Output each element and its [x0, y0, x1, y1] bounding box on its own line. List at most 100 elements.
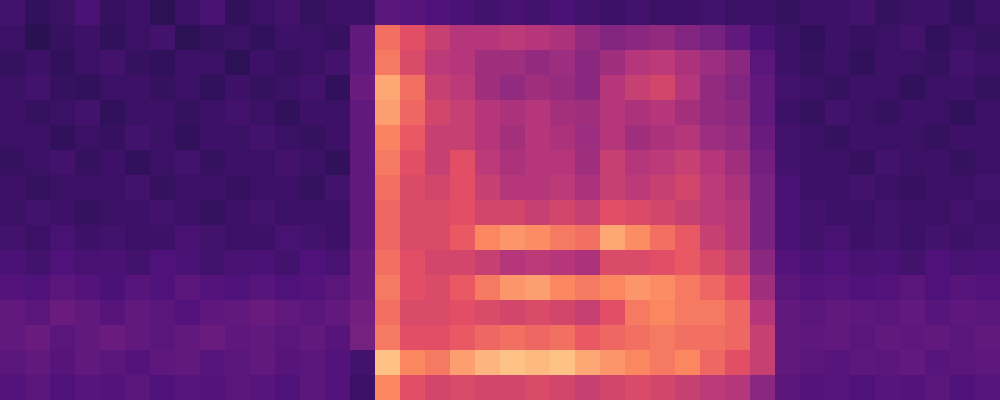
- cell: [325, 150, 351, 176]
- cell: [50, 150, 76, 176]
- cell: [800, 200, 826, 226]
- cell: [550, 25, 576, 51]
- cell: [675, 150, 701, 176]
- cell: [675, 250, 701, 276]
- cell: [750, 75, 776, 101]
- cell: [650, 0, 676, 26]
- cell: [975, 150, 1000, 176]
- cell: [425, 50, 451, 76]
- cell: [100, 125, 126, 151]
- cell: [525, 300, 551, 326]
- cell: [625, 25, 651, 51]
- cell: [100, 0, 126, 26]
- cell: [100, 350, 126, 376]
- cell: [300, 100, 326, 126]
- cell: [0, 375, 26, 400]
- cell: [525, 75, 551, 101]
- cell: [575, 225, 601, 251]
- cell: [925, 200, 951, 226]
- cell: [975, 125, 1000, 151]
- cell: [550, 125, 576, 151]
- cell: [75, 250, 101, 276]
- cell: [900, 150, 926, 176]
- cell: [600, 75, 626, 101]
- cell: [625, 50, 651, 76]
- cell: [525, 125, 551, 151]
- cell: [725, 375, 751, 400]
- cell: [450, 200, 476, 226]
- cell: [700, 375, 726, 400]
- cell: [550, 375, 576, 400]
- cell: [850, 200, 876, 226]
- cell: [500, 100, 526, 126]
- cell: [525, 275, 551, 301]
- cell: [225, 75, 251, 101]
- cell: [200, 25, 226, 51]
- cell: [350, 125, 376, 151]
- cell: [75, 50, 101, 76]
- cell: [150, 325, 176, 351]
- cell: [275, 75, 301, 101]
- cell: [50, 300, 76, 326]
- cell: [375, 325, 401, 351]
- cell: [600, 225, 626, 251]
- cell: [575, 175, 601, 201]
- cell: [425, 200, 451, 226]
- cell: [700, 250, 726, 276]
- cell: [250, 300, 276, 326]
- cell: [175, 100, 201, 126]
- cell: [800, 50, 826, 76]
- cell: [75, 75, 101, 101]
- cell: [825, 175, 851, 201]
- cell: [125, 25, 151, 51]
- cell: [75, 25, 101, 51]
- cell: [350, 0, 376, 26]
- cell: [600, 175, 626, 201]
- cell: [0, 75, 26, 101]
- cell: [900, 75, 926, 101]
- cell: [625, 225, 651, 251]
- cell: [600, 125, 626, 151]
- cell: [800, 350, 826, 376]
- cell: [875, 325, 901, 351]
- cell: [425, 250, 451, 276]
- cell: [850, 325, 876, 351]
- cell: [25, 100, 51, 126]
- cell: [700, 225, 726, 251]
- cell: [600, 325, 626, 351]
- cell: [650, 350, 676, 376]
- cell: [50, 375, 76, 400]
- cell: [300, 325, 326, 351]
- cell: [375, 175, 401, 201]
- cell: [800, 250, 826, 276]
- cell: [900, 300, 926, 326]
- cell: [375, 200, 401, 226]
- cell: [800, 300, 826, 326]
- cell: [325, 125, 351, 151]
- cell: [150, 175, 176, 201]
- cell: [875, 125, 901, 151]
- cell: [600, 200, 626, 226]
- cell: [150, 150, 176, 176]
- cell: [950, 125, 976, 151]
- cell: [750, 350, 776, 376]
- cell: [925, 0, 951, 26]
- cell: [0, 275, 26, 301]
- cell: [100, 50, 126, 76]
- cell: [400, 125, 426, 151]
- cell: [850, 75, 876, 101]
- cell: [450, 225, 476, 251]
- cell: [800, 275, 826, 301]
- cell: [950, 25, 976, 51]
- cell: [675, 350, 701, 376]
- cell: [550, 325, 576, 351]
- cell: [750, 0, 776, 26]
- cell: [400, 150, 426, 176]
- cell: [725, 200, 751, 226]
- cell: [700, 75, 726, 101]
- cell: [300, 125, 326, 151]
- cell: [50, 75, 76, 101]
- cell: [775, 375, 801, 400]
- cell: [325, 275, 351, 301]
- cell: [250, 225, 276, 251]
